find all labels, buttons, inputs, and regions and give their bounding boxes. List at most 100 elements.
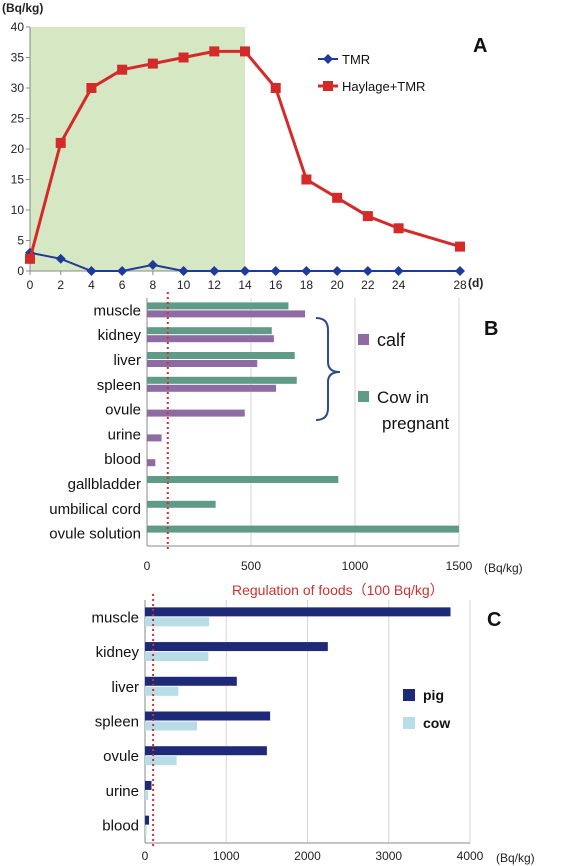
a-x-tick-label: 16	[269, 278, 283, 292]
haylage-tmr-point	[270, 83, 281, 93]
legend-cow-pregnant-label: Cow in pregnant	[377, 388, 449, 433]
category-label: gallbladder	[68, 476, 141, 493]
category-label: blood	[104, 451, 141, 468]
a-x-tick-label: 4	[88, 278, 95, 292]
tmr-point	[301, 266, 312, 276]
category-label: ovule	[103, 748, 139, 765]
b-x-tick-labels: 0 500 1000 1500	[144, 559, 473, 573]
c-category-labels: muscle kidney liver spleen ovule urine blood	[91, 609, 139, 834]
bar-cow-in-pregnant	[147, 352, 295, 359]
bar-calf	[147, 384, 276, 392]
legend-haylage-marker	[323, 81, 333, 91]
tmr-point	[393, 266, 404, 276]
haylage-tmr-line	[28, 49, 461, 260]
bar-calf	[147, 434, 162, 442]
bar-cow-in-pregnant	[147, 376, 297, 384]
b-category-labels: muscle kidney liver spleen ovule urine blood ga…	[49, 302, 141, 542]
haylage-tmr-point	[393, 223, 404, 234]
category-label: ovule	[105, 402, 141, 419]
category-label: umbilical cord	[49, 501, 141, 518]
panel-b-bar-chart: muscle kidney liver spleen ovule urine blood ga…	[49, 292, 523, 575]
bar-pig	[145, 815, 150, 825]
a-x-tick-label: 0	[27, 278, 34, 292]
category-label: ovule solution	[49, 526, 141, 543]
haylage-tmr-point	[86, 83, 97, 93]
b-legend: calf Cow in pregnant	[358, 330, 449, 433]
bar-pig	[145, 607, 451, 617]
tmr-point	[270, 266, 281, 276]
bar-cow-in-pregnant	[147, 476, 339, 483]
a-series-marks	[25, 46, 465, 276]
tmr-point	[332, 266, 343, 276]
legend-tmr-label: TMR	[342, 52, 370, 67]
a-y-tick-label: 40	[11, 20, 25, 34]
a-x-tick-label: 2	[57, 278, 64, 292]
bar-cow-in-pregnant	[147, 500, 216, 508]
category-label: spleen	[97, 377, 141, 394]
legend-cow-swatch	[403, 717, 415, 729]
bar-calf	[147, 360, 258, 367]
x-tick-label: 0	[142, 849, 149, 863]
bar-pig	[145, 746, 267, 756]
haylage-tmr-point	[178, 52, 189, 63]
regulation-caption: Regulation of foods（100 Bq/kg）	[232, 582, 444, 598]
a-y-tick-label: 5	[17, 234, 24, 248]
tmr-point	[117, 266, 128, 276]
a-x-tick-label: 10	[177, 278, 191, 292]
x-tick-label: 1000	[342, 559, 369, 573]
x-tick-label: 3000	[375, 849, 402, 863]
a-legend: TMR Haylage+TMR	[318, 52, 425, 94]
legend-tmr-marker	[323, 54, 333, 64]
bar-calf	[147, 335, 274, 343]
a-x-tick-label: 20	[330, 278, 344, 292]
bar-cow	[145, 686, 179, 696]
category-label: muscle	[93, 302, 141, 319]
a-y-tick-label: 35	[11, 51, 25, 65]
legend-calf-swatch	[358, 334, 369, 345]
bar-pig	[145, 642, 328, 652]
a-x-tick-label: 18	[300, 278, 314, 292]
category-label: urine	[106, 783, 139, 800]
tmr-line	[29, 251, 460, 272]
category-label: muscle	[91, 609, 139, 626]
a-x-tick-label: 28	[453, 278, 467, 292]
category-label: kidney	[96, 644, 140, 661]
haylage-tmr-point	[301, 174, 312, 185]
x-tick-label: 0	[144, 559, 151, 573]
bar-pig	[145, 711, 271, 721]
a-x-tick-label: 12	[208, 278, 222, 292]
bar-cow	[145, 721, 197, 731]
panel-a-letter: A	[473, 35, 487, 57]
a-y-tick-label: 20	[11, 142, 25, 156]
haylage-tmr-point	[209, 46, 220, 57]
bar-cow-in-pregnant	[147, 302, 289, 310]
haylage-tmr-point	[455, 241, 465, 252]
c-bars	[145, 607, 451, 835]
category-label: kidney	[98, 327, 142, 344]
haylage-tmr-point	[25, 253, 35, 264]
legend-pig-swatch	[403, 689, 415, 701]
x-tick-label: 4000	[457, 849, 484, 863]
bar-cow	[145, 617, 210, 627]
panel-c-letter: C	[487, 609, 501, 631]
bar-cow	[145, 652, 209, 662]
c-x-tick-labels: 0 1000 2000 3000 4000	[142, 849, 484, 863]
a-y-tick-label: 25	[11, 112, 25, 126]
haylage-tmr-point	[362, 211, 373, 222]
a-x-tick-label: 14	[238, 278, 252, 292]
a-y-tick-labels: 0 5 10 15 20 25 30 35 40	[11, 20, 25, 278]
bar-cow	[145, 756, 177, 766]
haylage-tmr-point	[240, 46, 250, 57]
haylage-tmr-point	[332, 192, 343, 203]
tmr-point	[362, 266, 373, 276]
x-tick-label: 1500	[446, 559, 473, 573]
tmr-point	[86, 266, 97, 276]
b-x-axis-label: (Bq/kg)	[484, 561, 523, 575]
haylage-tmr-point	[147, 58, 158, 69]
a-x-tick-labels: 0 2 4 6 8 10 12 14 16 18 20 22 24 28	[27, 278, 467, 292]
category-label: spleen	[95, 714, 139, 731]
bar-calf	[147, 310, 306, 318]
a-y-tick-label: 30	[11, 81, 25, 95]
panel-b-letter: B	[484, 318, 498, 340]
